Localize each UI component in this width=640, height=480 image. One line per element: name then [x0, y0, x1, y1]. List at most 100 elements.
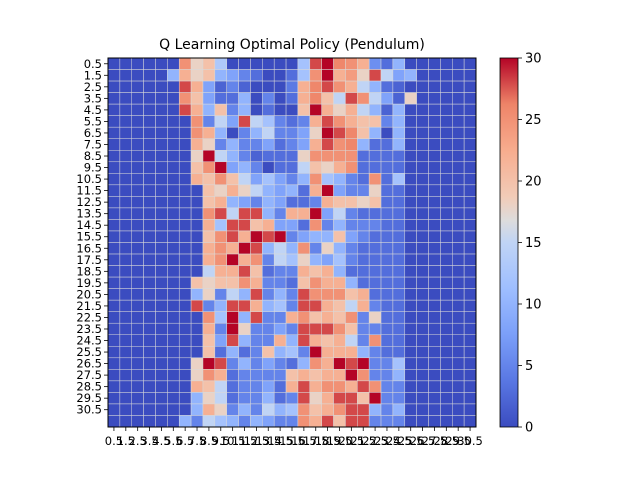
heatmap-cell: [131, 392, 144, 405]
heatmap-cell: [404, 92, 417, 105]
heatmap-cell: [167, 69, 180, 82]
heatmap-cell: [452, 334, 465, 347]
heatmap-cell: [119, 392, 132, 405]
heatmap-cell: [345, 253, 358, 266]
heatmap-cell: [155, 392, 168, 405]
heatmap-cell: [155, 334, 168, 347]
heatmap-cell: [119, 219, 132, 232]
heatmap-cell: [131, 230, 144, 243]
heatmap-cell: [297, 103, 311, 116]
heatmap-cell: [262, 150, 275, 163]
heatmap-cell: [226, 334, 239, 347]
heatmap-cell: [107, 415, 121, 428]
heatmap-cell: [452, 150, 465, 163]
heatmap-cell: [309, 219, 322, 232]
heatmap-cell: [428, 126, 441, 139]
heatmap-cell: [428, 103, 441, 116]
heatmap-cell: [428, 207, 441, 220]
heatmap-cell: [416, 253, 429, 266]
heatmap-cell: [404, 230, 417, 243]
heatmap-cell: [357, 253, 370, 266]
heatmap-cell: [178, 403, 192, 416]
heatmap-cell: [404, 288, 417, 301]
heatmap-cell: [250, 415, 263, 428]
heatmap-cell: [155, 80, 168, 93]
colorbar-tick-label: 25: [525, 113, 542, 128]
heatmap-cell: [107, 80, 121, 93]
heatmap-cell: [309, 184, 322, 197]
heatmap-cell: [273, 103, 287, 116]
heatmap-cell: [131, 403, 144, 416]
heatmap-cell: [380, 115, 394, 128]
heatmap-cell: [452, 346, 465, 359]
heatmap-cell: [321, 219, 334, 232]
heatmap-cell: [190, 380, 204, 393]
heatmap-cell: [285, 253, 299, 266]
heatmap-cell: [452, 196, 465, 209]
heatmap-cell: [392, 92, 406, 105]
heatmap-cell: [273, 265, 287, 278]
heatmap-cell: [309, 334, 322, 347]
heatmap-cell: [262, 276, 275, 289]
heatmap-cell: [416, 392, 429, 405]
heatmap-cell: [202, 138, 216, 151]
heatmap-cell: [333, 334, 346, 347]
heatmap-cell: [262, 380, 275, 393]
heatmap-cell: [238, 138, 251, 151]
heatmap-cell: [345, 357, 358, 370]
heatmap-cell: [214, 392, 227, 405]
heatmap-cell: [273, 346, 287, 359]
heatmap-cell: [119, 184, 132, 197]
heatmap-cell: [416, 103, 429, 116]
heatmap-cell: [297, 80, 311, 93]
heatmap-cell: [345, 265, 358, 278]
heatmap-cell: [107, 380, 121, 393]
heatmap-cell: [143, 103, 156, 116]
heatmap-cell: [178, 126, 192, 139]
heatmap-cell: [297, 219, 311, 232]
heatmap-cell: [143, 126, 156, 139]
heatmap-cell: [333, 288, 346, 301]
heatmap-cell: [428, 276, 441, 289]
heatmap-cell: [202, 80, 216, 93]
heatmap-cell: [404, 161, 417, 174]
heatmap-cell: [285, 322, 299, 335]
y-tick-label: 24.5: [76, 334, 102, 348]
heatmap-cell: [143, 415, 156, 428]
heatmap-cell: [155, 357, 168, 370]
heatmap-cell: [440, 311, 453, 324]
heatmap-cell: [321, 161, 334, 174]
heatmap-cell: [285, 334, 299, 347]
y-tick-label: 17.5: [76, 253, 102, 267]
heatmap-cell: [178, 230, 192, 243]
heatmap-cell: [273, 57, 287, 70]
heatmap-cell: [167, 242, 180, 255]
heatmap-cell: [214, 322, 227, 335]
heatmap-cell: [238, 126, 251, 139]
heatmap-cell: [440, 126, 453, 139]
heatmap-cell: [333, 311, 346, 324]
heatmap-cell: [202, 415, 216, 428]
heatmap-cell: [143, 161, 156, 174]
heatmap-cell: [416, 288, 429, 301]
colorbar: [499, 57, 519, 428]
heatmap-cell: [368, 242, 382, 255]
heatmap-cell: [167, 334, 180, 347]
heatmap-cell: [202, 322, 216, 335]
heatmap-cell: [143, 242, 156, 255]
heatmap-cell: [309, 357, 322, 370]
heatmap-cell: [297, 57, 311, 70]
heatmap-cell: [155, 57, 168, 70]
heatmap-cell: [416, 161, 429, 174]
heatmap-cell: [273, 322, 287, 335]
heatmap-cell: [119, 276, 132, 289]
heatmap-cell: [333, 92, 346, 105]
heatmap-cell: [167, 265, 180, 278]
heatmap-cell: [404, 184, 417, 197]
heatmap-cell: [345, 392, 358, 405]
heatmap-cell: [167, 115, 180, 128]
heatmap-cell: [428, 57, 441, 70]
heatmap-cell: [143, 334, 156, 347]
heatmap-cell: [416, 311, 429, 324]
heatmap-cell: [131, 219, 144, 232]
